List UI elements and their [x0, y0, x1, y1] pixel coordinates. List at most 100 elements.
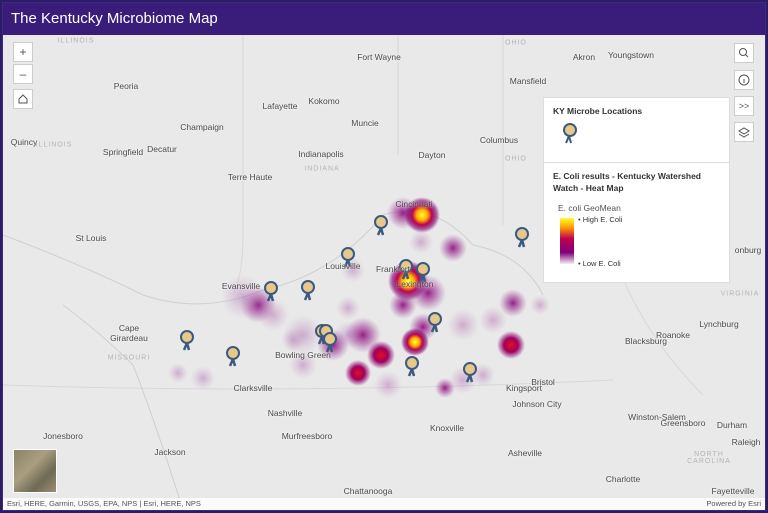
state-label: ILLINOIS	[57, 37, 95, 45]
location-pin[interactable]	[323, 332, 337, 353]
legend-layer-title: E. Coli results - Kentucky Watershed Wat…	[553, 171, 701, 193]
attribution: Esri, HERE, Garmin, USGS, EPA, NPS | Esr…	[7, 499, 201, 508]
location-pin[interactable]	[405, 356, 419, 377]
location-pin[interactable]	[264, 281, 278, 302]
heat-blob	[439, 234, 467, 262]
heat-blob	[289, 351, 317, 379]
info-button[interactable]	[734, 70, 754, 90]
zoom-out-button[interactable]: –	[13, 64, 33, 84]
place-label: Indianapolis	[298, 149, 344, 159]
place-label: Champaign	[180, 122, 224, 132]
place-label: Jonesboro	[43, 431, 83, 441]
heat-blob	[530, 295, 550, 315]
location-pin[interactable]	[374, 215, 388, 236]
location-pin[interactable]	[301, 280, 315, 301]
legend-ramp	[560, 218, 574, 264]
place-label: onburg	[734, 245, 762, 255]
place-label: St Louis	[75, 233, 107, 243]
place-label: Roanoke	[655, 330, 691, 340]
collapse-legend-button[interactable]: >>	[734, 96, 754, 116]
place-label: Durham	[716, 420, 748, 430]
place-label: Frankfort	[375, 264, 411, 274]
attribution-bar: Esri, HERE, Garmin, USGS, EPA, NPS | Esr…	[3, 498, 765, 510]
heat-blob	[410, 275, 446, 311]
location-pins[interactable]	[180, 215, 529, 383]
place-label: Knoxville	[429, 423, 465, 433]
place-label: Nashville	[267, 408, 303, 418]
location-pin[interactable]	[416, 262, 430, 283]
heat-blob	[409, 230, 433, 254]
layers-button[interactable]	[734, 122, 754, 142]
location-pin[interactable]	[515, 227, 529, 248]
state-label: INDIANA	[304, 165, 340, 173]
legend-field: E. coli GeoMean	[558, 203, 621, 213]
legend-low: • Low E. Coli	[578, 259, 621, 268]
search-button[interactable]	[734, 43, 754, 63]
heat-blob	[497, 331, 525, 359]
place-label: Quincy	[10, 137, 38, 147]
title-bar: The Kentucky Microbiome Map	[3, 3, 765, 35]
place-label: Bowling Green	[275, 350, 331, 360]
place-label: Akron	[572, 52, 596, 62]
legend-divider	[544, 162, 729, 163]
place-label: Louisville	[325, 261, 361, 271]
heat-blob	[389, 291, 417, 319]
heat-blob	[191, 366, 215, 390]
heat-blob	[221, 275, 265, 319]
place-label: Kokomo	[308, 96, 340, 106]
powered-by: Powered by Esri	[706, 499, 761, 508]
search-icon	[739, 48, 749, 58]
place-label: Dayton	[418, 150, 446, 160]
place-label: Lafayette	[262, 101, 298, 111]
place-label: Fort Wayne	[357, 52, 401, 62]
place-label: Springfield	[102, 147, 144, 157]
place-label: Clarksville	[233, 383, 273, 393]
location-pin[interactable]	[180, 330, 194, 351]
place-label: Cincinnati	[395, 199, 433, 209]
place-label: Columbus	[479, 135, 519, 145]
place-label: Lynchburg	[699, 319, 739, 329]
location-pin[interactable]	[463, 362, 477, 383]
place-label: Kingsport	[506, 383, 542, 393]
place-label: Jackson	[154, 447, 186, 457]
heat-blob	[281, 328, 305, 352]
place-label: Johnson City	[512, 399, 562, 409]
info-icon	[738, 74, 750, 86]
location-pin[interactable]	[341, 247, 355, 268]
legend-pin	[563, 123, 577, 144]
map-canvas[interactable]	[3, 35, 765, 510]
state-label: OHIO	[505, 39, 527, 47]
heatmap-layer	[168, 197, 550, 399]
heat-blob	[499, 289, 527, 317]
legend-panel: KY Microbe Locations E. Coli results - K…	[543, 97, 730, 283]
place-label: Decatur	[147, 144, 177, 154]
place-label: Murfreesboro	[281, 431, 333, 441]
place-label: Lexington	[396, 279, 434, 289]
place-label: Fayetteville	[711, 486, 755, 496]
place-label: Muncie	[351, 118, 379, 128]
location-pin[interactable]	[428, 312, 442, 333]
place-label: Terre Haute	[227, 172, 273, 182]
legend-high-text: High E. Coli	[582, 215, 623, 224]
legend-high: • High E. Coli	[578, 215, 623, 224]
place-label: Youngstown	[607, 50, 655, 60]
basemap-thumbnail[interactable]	[13, 449, 57, 493]
heat-blob	[345, 360, 371, 386]
state-label: OHIO	[505, 155, 527, 163]
place-label: Blacksburg	[624, 336, 668, 346]
home-button[interactable]	[13, 89, 33, 109]
heat-blob	[257, 299, 289, 331]
location-pin[interactable]	[226, 346, 240, 367]
legend-low-text: Low E. Coli	[582, 259, 621, 268]
heat-blob	[447, 309, 479, 341]
heat-blob	[404, 197, 440, 233]
state-label: MISSOURI	[107, 354, 151, 362]
place-label: Mansfield	[509, 76, 547, 86]
state-label: VIRGINIA	[720, 290, 760, 298]
zoom-in-button[interactable]: +	[13, 42, 33, 62]
heat-blob	[374, 371, 402, 399]
place-label: Evansville	[221, 281, 261, 291]
map-lines	[3, 35, 704, 510]
location-pin[interactable]	[399, 259, 413, 280]
